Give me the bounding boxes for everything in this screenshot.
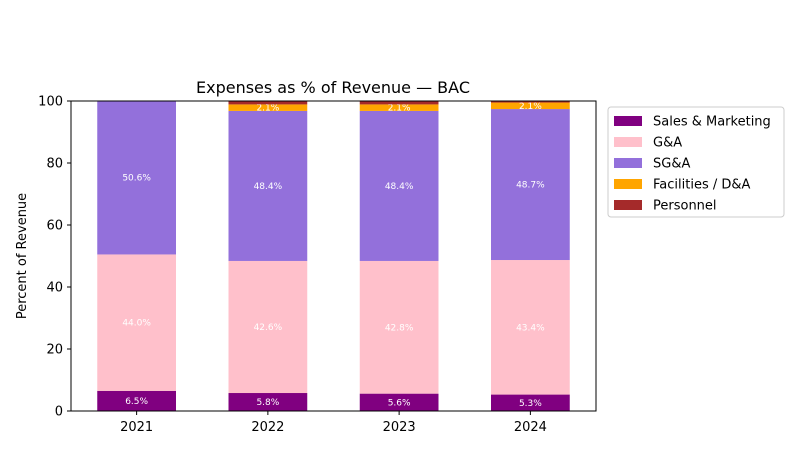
bar-2022-series-2 (228, 110, 308, 261)
bar-2022-series-4 (228, 101, 308, 105)
x-tick-label: 2023 (383, 420, 416, 435)
legend-label: SG&A (653, 157, 690, 172)
legend-label: Sales & Marketing (653, 115, 771, 130)
bar-value-label: 2.1% (519, 102, 542, 112)
bar-2023-series-2 (359, 110, 439, 261)
bar-value-label: 5.8% (256, 398, 279, 408)
y-tick-label: 100 (38, 95, 63, 110)
bar-2022-series-1 (228, 260, 308, 394)
bar-value-label: 43.4% (516, 323, 545, 333)
bar-value-label: 44.0% (122, 319, 151, 329)
bar-2024-series-0 (491, 394, 570, 411)
legend-swatch (614, 158, 642, 168)
legend: Sales & Marketing G&A SG&A Facilities / D&A… (607, 106, 785, 218)
legend-label: Facilities / D&A (653, 178, 751, 193)
chart-title: Expenses as % of Revenue — BAC (196, 78, 470, 97)
bar-value-label: 5.3% (519, 399, 542, 409)
legend-label: G&A (653, 136, 682, 151)
plot-area: 6.5% 44.0% 50.6% 2021 5.8% 42.6% 48.4% 2.1% 2022… (38, 95, 597, 435)
legend-box (607, 106, 785, 218)
legend-swatch (614, 116, 642, 126)
y-tick-label: 40 (46, 281, 63, 296)
y-tick-label: 20 (46, 343, 63, 358)
legend-swatch (614, 200, 642, 210)
bar-value-label: 48.4% (254, 182, 283, 192)
bar-value-label: 42.6% (254, 323, 283, 333)
x-tick-label: 2021 (120, 420, 153, 435)
bar-2023-series-0 (359, 393, 439, 411)
bar-value-label: 2.1% (256, 104, 279, 114)
x-tick-label: 2022 (251, 420, 284, 435)
bar-2023-series-1 (359, 260, 439, 394)
bar-2021-series-1 (97, 254, 176, 391)
y-tick-label: 60 (46, 219, 63, 234)
legend-swatch (614, 137, 642, 147)
bar-2021-series-2 (97, 101, 176, 255)
bar-value-label: 6.5% (125, 397, 148, 407)
bar-value-label: 48.7% (516, 181, 545, 191)
bar-value-label: 5.6% (388, 398, 411, 408)
bar-value-label: 2.1% (388, 104, 411, 114)
bar-2022-series-0 (228, 393, 308, 411)
bar-2023-series-4 (359, 101, 439, 105)
legend-swatch (614, 179, 642, 189)
bar-2022-series-3 (228, 104, 308, 111)
legend-label: Personnel (653, 199, 717, 214)
bar-2024-series-2 (491, 109, 570, 261)
bar-value-label: 48.4% (385, 182, 414, 192)
bar-value-label: 50.6% (122, 174, 151, 184)
bar-2024-series-3 (491, 102, 570, 110)
y-axis-label: Percent of Revenue (15, 193, 30, 319)
bar-2023-series-3 (359, 104, 439, 111)
y-tick-label: 0 (55, 405, 63, 420)
plot-frame (70, 100, 597, 412)
bar-value-label: 42.8% (385, 323, 414, 333)
x-tick-label: 2024 (514, 420, 547, 435)
bar-2024-series-1 (491, 260, 570, 395)
y-tick-label: 80 (46, 157, 63, 172)
bar-2021-series-0 (97, 390, 176, 411)
bar-2024-series-4 (491, 101, 570, 103)
